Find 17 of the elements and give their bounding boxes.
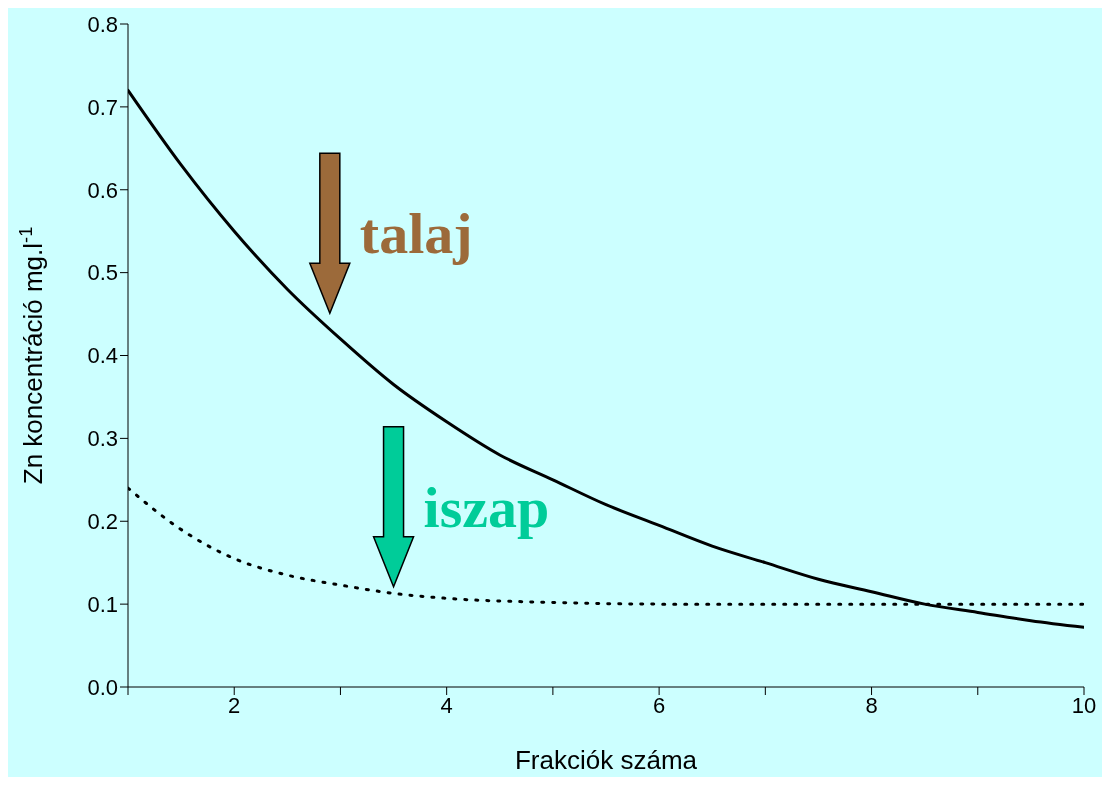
x-tick-label: 10 (1071, 692, 1097, 718)
y-tick-label: 0.5 (87, 260, 118, 286)
x-tick-label: 4 (440, 692, 453, 718)
y-tick-label: 0.4 (87, 343, 118, 369)
y-tick-label: 0.6 (87, 177, 118, 203)
y-tick-label: 0.0 (87, 674, 118, 700)
x-tick-label: 6 (652, 692, 666, 718)
annotation: iszap (423, 474, 550, 540)
y-tick-label: 0.7 (87, 94, 118, 120)
y-tick-label: 0.3 (87, 426, 118, 452)
y-tick-label: 0.2 (87, 509, 118, 535)
y-tick-label: 0.8 (87, 11, 118, 37)
y-tick-label: 0.1 (87, 591, 118, 617)
x-tick-label: 2 (228, 692, 241, 718)
x-tick-label: 8 (865, 692, 878, 718)
x-axis-title: Frakciók száma (514, 745, 698, 775)
annotation: talaj (359, 201, 473, 267)
